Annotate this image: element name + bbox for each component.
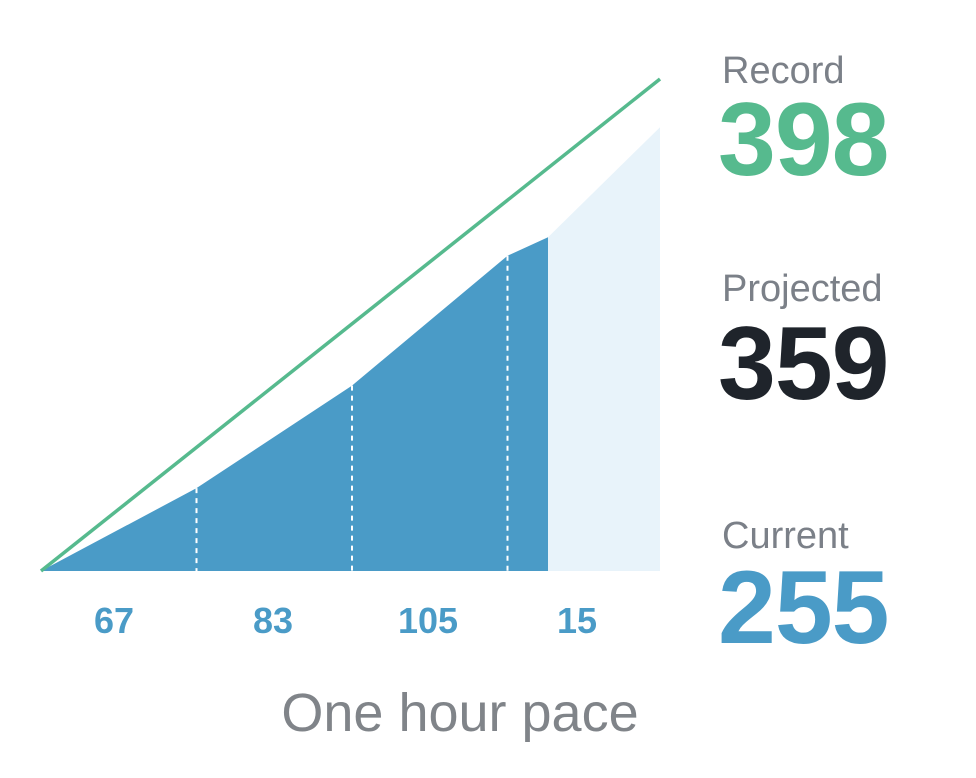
projected-value: 359 — [718, 306, 890, 422]
record-line — [39, 77, 662, 573]
chart-caption: One hour pace — [281, 683, 639, 743]
current-value: 255 — [718, 550, 890, 666]
segment-label-1: 67 — [93, 600, 135, 641]
current-label: Current — [722, 515, 849, 557]
record-label: Record — [722, 50, 845, 92]
record-value: 398 — [718, 82, 890, 198]
current-area — [41, 237, 548, 572]
segment-label-2: 83 — [252, 600, 294, 641]
projected-label: Projected — [722, 268, 883, 310]
segment-label-4: 15 — [556, 600, 598, 641]
segment-label-3: 105 — [397, 600, 459, 641]
